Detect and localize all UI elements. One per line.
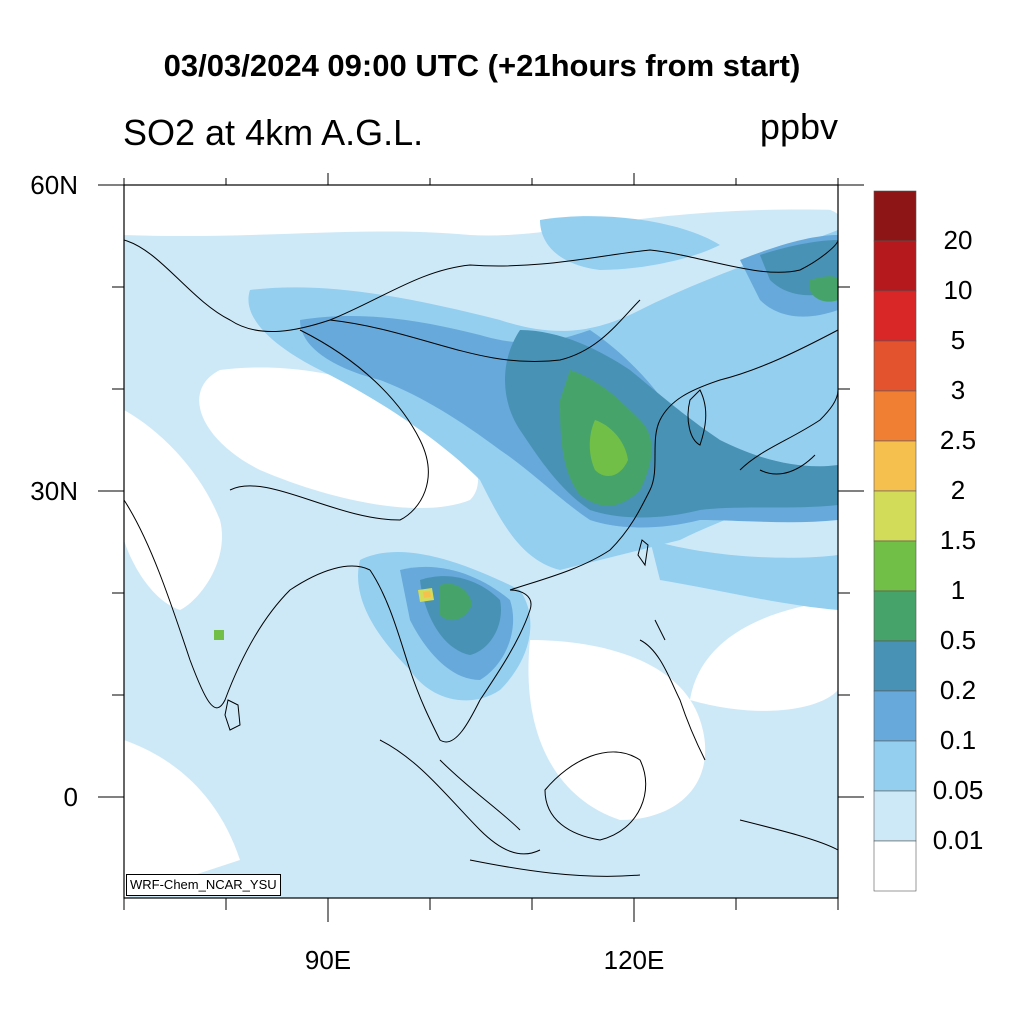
field-1-b <box>214 630 224 640</box>
tick-marks <box>98 173 864 922</box>
colorbar-tick-label: 5 <box>950 325 966 355</box>
colorbar <box>873 190 917 892</box>
units-label: ppbv <box>759 106 838 147</box>
philippines <box>639 619 706 761</box>
korea-peninsula <box>687 389 707 446</box>
java <box>469 859 641 877</box>
china-coast <box>509 329 838 591</box>
border-mongolia <box>329 299 641 363</box>
colorbar-box <box>873 490 917 542</box>
colorbar-tick-label: 0.01 <box>932 825 984 855</box>
colorbar-tick-label: 0.2 <box>939 675 977 705</box>
field-0.01-gap3 <box>124 410 222 610</box>
field-0.01-gap4 <box>528 640 706 820</box>
field-0.05-c <box>540 216 720 270</box>
colorbar-tick-label: 0.5 <box>939 625 977 655</box>
lon-tick-120e: 120E <box>603 945 665 975</box>
lat-tick-0: 0 <box>63 782 78 812</box>
field-0.01-gap6 <box>700 185 838 215</box>
field-2.5 <box>423 591 431 598</box>
colorbar-box <box>873 240 917 292</box>
colorbar-box <box>873 740 917 792</box>
taiwan <box>637 539 649 567</box>
lon-tick-90e: 90E <box>304 945 352 975</box>
colorbar-box <box>873 390 917 442</box>
sri-lanka <box>224 699 241 731</box>
india-coast <box>124 499 371 709</box>
colorbar-tick-label: 1.5 <box>939 525 977 555</box>
borneo <box>544 751 647 841</box>
model-credit-label: WRF-Chem_NCAR_YSU <box>126 874 281 896</box>
field-0.5-c <box>810 276 838 302</box>
malay-sumatra <box>379 739 541 855</box>
concentration-field <box>124 185 838 898</box>
lat-tick-30n: 30N <box>30 476 78 506</box>
colorbar-box <box>873 640 917 692</box>
colorbar-tick-label: 0.1 <box>939 725 977 755</box>
japan-islands <box>739 389 838 475</box>
border-china <box>229 329 429 521</box>
colorbar-tick-label: 0.05 <box>932 775 984 805</box>
colorbar-box <box>873 290 917 342</box>
coastlines <box>124 239 838 877</box>
map-title: 03/03/2024 09:00 UTC (+21hours from star… <box>163 48 801 83</box>
field-0.01-gap5 <box>124 740 240 898</box>
colorbar-box <box>873 840 917 892</box>
colorbar-box <box>873 790 917 842</box>
colorbar-tick-label: 3 <box>950 375 966 405</box>
asia-mainland-coast <box>124 239 838 332</box>
new-guinea <box>739 819 838 851</box>
plot-frame <box>123 184 839 899</box>
indochina-coast <box>369 569 532 743</box>
field-0.05-d <box>650 540 838 610</box>
lat-tick-60n: 60N <box>30 170 78 200</box>
colorbar-tick-label: 10 <box>943 275 973 305</box>
colorbar-box <box>873 690 917 742</box>
variable-subtitle: SO2 at 4km A.G.L. <box>123 112 424 153</box>
colorbar-box <box>873 190 917 242</box>
field-0.5-b <box>440 583 472 621</box>
colorbar-tick-label: 20 <box>943 225 973 255</box>
colorbar-tick-label: 2 <box>950 475 966 505</box>
field-1 <box>589 420 628 476</box>
colorbar-box <box>873 340 917 392</box>
colorbar-tick-label: 1 <box>950 575 966 605</box>
colorbar-box <box>873 440 917 492</box>
colorbar-box <box>873 590 917 642</box>
colorbar-tick-label: 2.5 <box>939 425 977 455</box>
colorbar-box <box>873 540 917 592</box>
